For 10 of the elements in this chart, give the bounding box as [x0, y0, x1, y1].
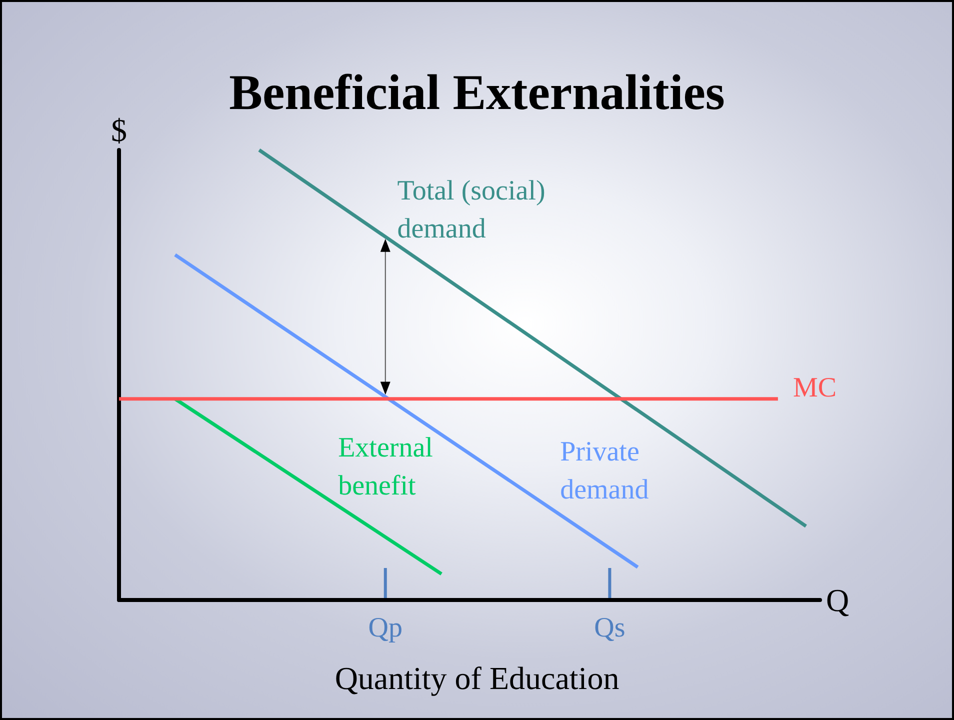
- series-label: Private demand: [560, 436, 649, 506]
- x-tick-label: Qs: [594, 612, 626, 644]
- series-label: Total (social) demand: [397, 176, 552, 244]
- x-axis-title: Q: [826, 582, 850, 618]
- series-label: MC: [793, 372, 837, 404]
- chart-title: Beneficial Externalities: [229, 64, 725, 120]
- x-tick-label: Qp: [368, 612, 402, 644]
- series-label: External benefit: [338, 432, 440, 502]
- text: Quantity of Education: [334, 660, 620, 696]
- y-axis-title: $: [111, 112, 127, 148]
